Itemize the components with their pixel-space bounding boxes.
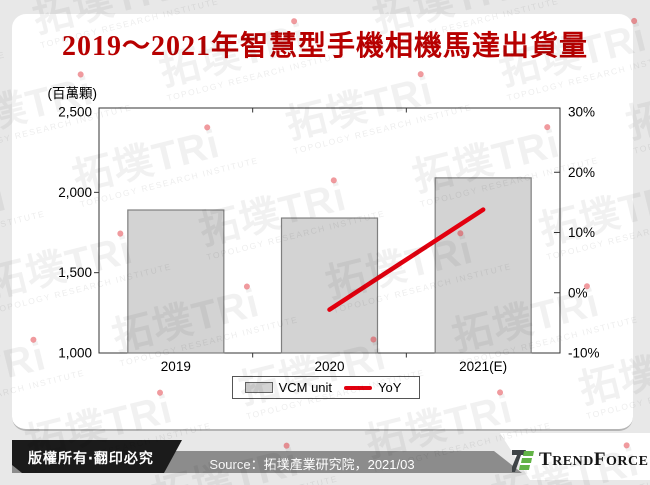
right-axis-tick-label: 20% [568,165,595,180]
footer-copyright-text: 版權所有‧翻印必究 [28,450,154,466]
left-axis-unit-label: (百萬顆) [48,86,98,101]
bar-2019 [127,209,225,354]
right-axis-tick-label: 10% [568,225,595,240]
x-axis-category-label: 2021(E) [459,359,507,374]
x-axis-category-label: 2020 [314,359,344,374]
chart-title: 2019～2021年智慧型手機相機馬達出貨量 [61,31,588,62]
bar-2021(E) [434,177,532,354]
x-axis-category-label: 2019 [161,359,191,374]
left-axis-tick-label: 2,000 [58,185,92,200]
footer-copyright-ribbon [12,440,182,473]
right-axis-tick-label: 0% [568,285,588,300]
chart-legend: VCM unit YoY [232,376,420,399]
yoy-line [327,207,486,312]
left-axis-tick-label: 1,000 [58,346,92,361]
legend-bar-swatch-icon [244,382,273,393]
right-axis-tick-label: -10% [568,346,600,361]
right-axis-tick-label: 30% [568,105,595,120]
footer-source-text: Source：拓墣產業研究院，2021/03 [209,457,415,472]
trendforce-logo-text: TRENDFORCE [539,449,649,470]
legend-bar-label: VCM unit [278,380,333,395]
chart-plot: (百萬顆) 1,000 1,500 2,000 2,500 -10% 0% 10% 20% 30%… [48,86,600,374]
footer-logo-band [500,433,650,480]
legend-line-label: YoY [378,380,402,395]
left-axis-tick-label: 2,500 [58,105,92,120]
legend-line-swatch-icon [344,385,373,390]
bar-2020 [280,217,379,354]
trendforce-logo-icon [512,449,534,472]
trendforce-logo: TRENDFORCE [511,448,648,473]
left-axis-tick-label: 1,500 [58,265,92,280]
